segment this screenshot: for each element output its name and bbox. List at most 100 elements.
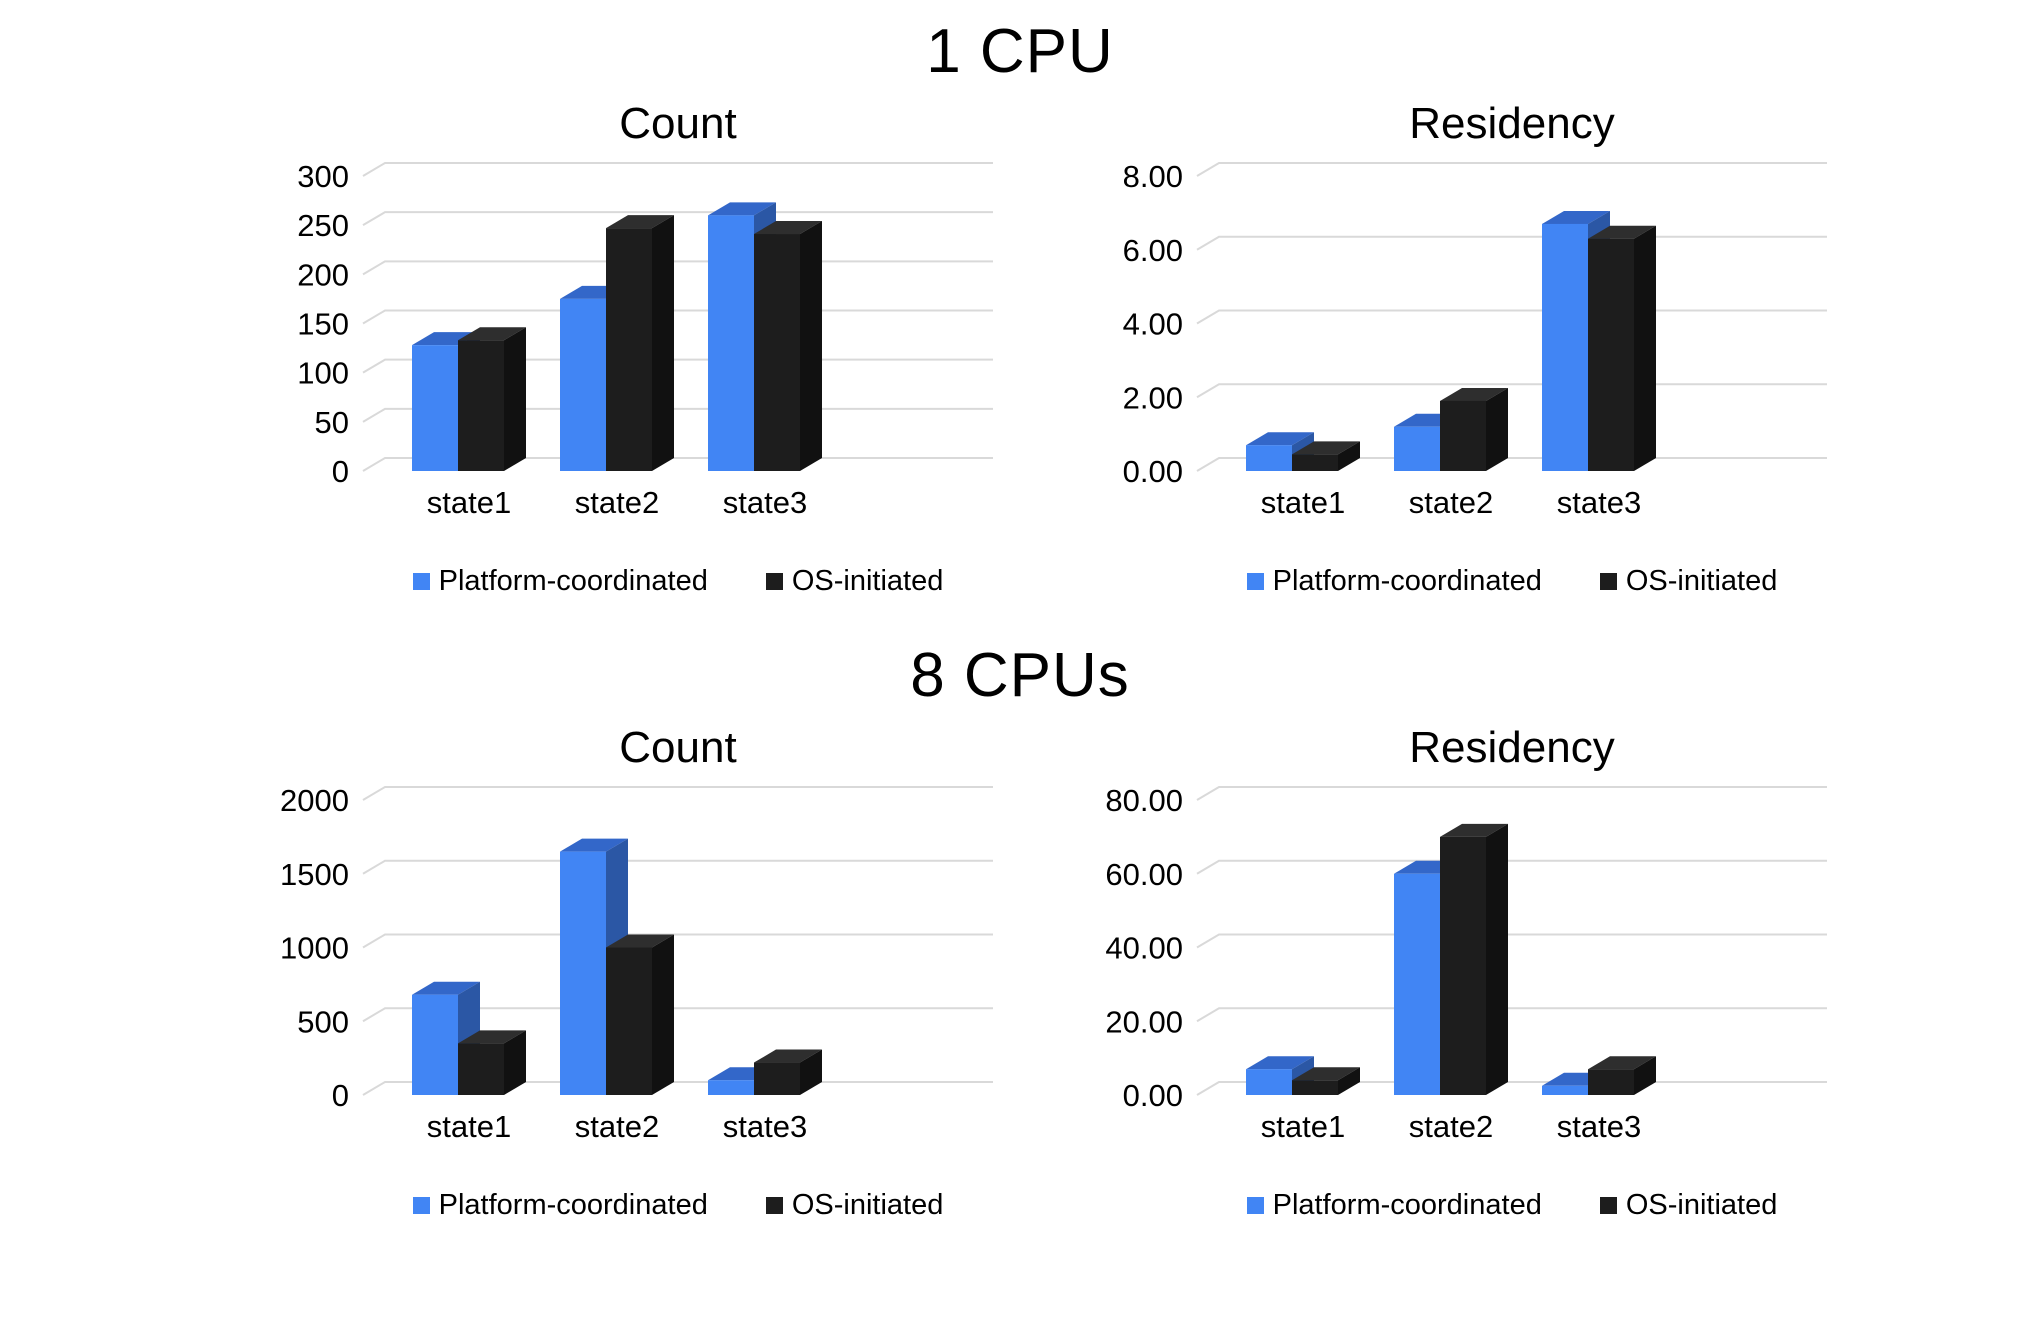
x-category-label: state1	[1261, 485, 1345, 520]
bar-os-initiated-state3	[1588, 225, 1656, 471]
section-8cpus: 8 CPUs Count 0 500 1000 1500 2000 state1 state…	[0, 624, 2040, 1222]
y-tick-label: 150	[297, 307, 349, 342]
bar-chart-canvas-1cpu-residency: 0.00 2.00 4.00 6.00 8.00 state1 state2 state3	[1123, 159, 1827, 520]
chart-title-residency: Residency	[1409, 99, 1615, 148]
charts-row-1cpu: Count 0 50 100 150 200 250 300 state1 state2 stat…	[0, 99, 2040, 598]
y-tick-label: 500	[297, 1004, 349, 1039]
y-tick-label: 2.00	[1123, 380, 1183, 415]
section-title-1cpu: 1 CPU	[926, 17, 1114, 86]
legend-item-platform-coordinated: Platform-coordinated	[412, 565, 708, 598]
legend-label-platform: Platform-coordinated	[1272, 1189, 1542, 1221]
section-title-8cpus: 8 CPUs	[910, 641, 1130, 710]
legend-item-os-initiated: OS-initiated	[765, 565, 944, 598]
chart-8cpus-residency: Residency 0.00 20.00 40.00 60.00 80.00 state1…	[1027, 723, 1847, 1222]
section-1cpu: 1 CPU Count 0 50 100 150 200 250 300 state1 stat…	[0, 0, 2040, 598]
legend-label-platform: Platform-coordinated	[438, 565, 708, 597]
os-initiated-swatch	[1599, 1197, 1617, 1214]
bar-os-initiated-state2	[606, 215, 674, 471]
y-axis-labels: 0.00 20.00 40.00 60.00 80.00	[1105, 783, 1183, 1113]
y-tick-label: 0	[332, 1078, 349, 1113]
bars	[1246, 823, 1656, 1095]
y-tick-label: 0	[332, 454, 349, 489]
chart-title-count: Count	[619, 99, 737, 148]
bar-os-initiated-state1	[1292, 1067, 1360, 1095]
y-tick-label: 200	[297, 257, 349, 292]
platform-coordinated-swatch	[1246, 573, 1264, 590]
y-tick-label: 300	[297, 159, 349, 194]
chart-1cpu-count: Count 0 50 100 150 200 250 300 state1 state2 stat…	[193, 99, 1013, 598]
bars	[412, 202, 822, 472]
legend-item-os-initiated: OS-initiated	[1599, 565, 1778, 598]
legend-item-platform-coordinated: Platform-coordinated	[1246, 565, 1542, 598]
y-tick-label: 1000	[280, 931, 349, 966]
gridlines	[1196, 786, 1827, 1096]
gridlines	[362, 162, 993, 472]
y-axis-labels: 0 50 100 150 200 250 300	[297, 159, 349, 489]
legend-label-os: OS-initiated	[791, 1189, 944, 1221]
x-category-label: state3	[1557, 485, 1641, 520]
bar-os-initiated-state3	[1588, 1056, 1656, 1095]
y-tick-label: 100	[297, 356, 349, 391]
x-category-label: state2	[575, 1109, 659, 1144]
bar-os-initiated-state1	[1292, 441, 1360, 471]
chart-title-count: Count	[619, 723, 737, 772]
x-category-label: state3	[723, 485, 807, 520]
chart-1cpu-residency: Residency 0.00 2.00 4.00 6.00 8.00 state1 stat…	[1027, 99, 1847, 598]
legend-label-platform: Platform-coordinated	[438, 1189, 708, 1221]
bar-os-initiated-state1	[458, 1030, 526, 1095]
y-tick-label: 60.00	[1105, 857, 1183, 892]
bar-chart-canvas-1cpu-count: 0 50 100 150 200 250 300 state1 state2 state3	[297, 159, 993, 520]
bar-os-initiated-state2	[606, 934, 674, 1095]
platform-coordinated-swatch	[1246, 1197, 1264, 1214]
y-tick-label: 8.00	[1123, 159, 1183, 194]
x-category-label: state1	[427, 1109, 511, 1144]
x-category-label: state1	[427, 485, 511, 520]
y-tick-label: 250	[297, 208, 349, 243]
x-category-label: state2	[1409, 1109, 1493, 1144]
x-category-label: state2	[1409, 485, 1493, 520]
x-axis-labels: state1 state2 state3	[1261, 1109, 1641, 1144]
legend-item-os-initiated: OS-initiated	[1599, 1189, 1777, 1222]
chart-legend: Platform-coordinated OS-initiated	[1027, 565, 1847, 598]
y-tick-label: 2000	[280, 783, 349, 818]
y-axis-labels: 0 500 1000 1500 2000	[280, 783, 349, 1113]
platform-coordinated-swatch	[412, 573, 430, 590]
y-tick-label: 6.00	[1123, 233, 1183, 268]
x-category-label: state3	[1557, 1109, 1641, 1144]
chart-8cpus-count: Count 0 500 1000 1500 2000 state1 state2 state3…	[193, 723, 1013, 1222]
y-axis-labels: 0.00 2.00 4.00 6.00 8.00	[1123, 159, 1183, 489]
charts-row-8cpus: Count 0 500 1000 1500 2000 state1 state2 state3…	[0, 723, 2040, 1222]
x-axis-labels: state1 state2 state3	[1261, 485, 1641, 520]
bar-os-initiated-state2	[1440, 387, 1508, 471]
chart-title-residency: Residency	[1409, 723, 1615, 772]
bars	[412, 838, 822, 1095]
y-tick-label: 0.00	[1123, 1078, 1183, 1113]
x-category-label: state2	[575, 485, 659, 520]
bar-os-initiated-state3	[754, 221, 822, 471]
legend-item-platform-coordinated: Platform-coordinated	[1246, 1189, 1542, 1222]
legend-item-os-initiated: OS-initiated	[765, 1189, 944, 1222]
y-tick-label: 20.00	[1105, 1004, 1183, 1039]
os-initiated-swatch	[1599, 573, 1617, 590]
legend-label-platform: Platform-coordinated	[1272, 565, 1542, 597]
os-initiated-swatch	[765, 1197, 783, 1214]
bar-chart-canvas-8cpus-count: 0 500 1000 1500 2000 state1 state2 state3	[280, 783, 993, 1144]
bar-os-initiated-state2	[1440, 823, 1508, 1095]
bars	[1246, 210, 1656, 471]
chart-legend: Platform-coordinated OS-initiated	[193, 1189, 1013, 1222]
platform-coordinated-swatch	[412, 1197, 430, 1214]
x-category-label: state1	[1261, 1109, 1345, 1144]
x-category-label: state3	[723, 1109, 807, 1144]
y-tick-label: 50	[315, 405, 349, 440]
x-axis-labels: state1 state2 state3	[427, 485, 807, 520]
legend-label-os: OS-initiated	[791, 565, 944, 597]
gridlines	[1196, 162, 1827, 472]
y-tick-label: 1500	[280, 857, 349, 892]
chart-legend: Platform-coordinated OS-initiated	[193, 565, 1013, 598]
chart-legend: Platform-coordinated OS-initiated	[1027, 1189, 1847, 1222]
y-tick-label: 0.00	[1123, 454, 1183, 489]
bar-os-initiated-state1	[458, 327, 526, 471]
legend-label-os: OS-initiated	[1625, 565, 1778, 597]
